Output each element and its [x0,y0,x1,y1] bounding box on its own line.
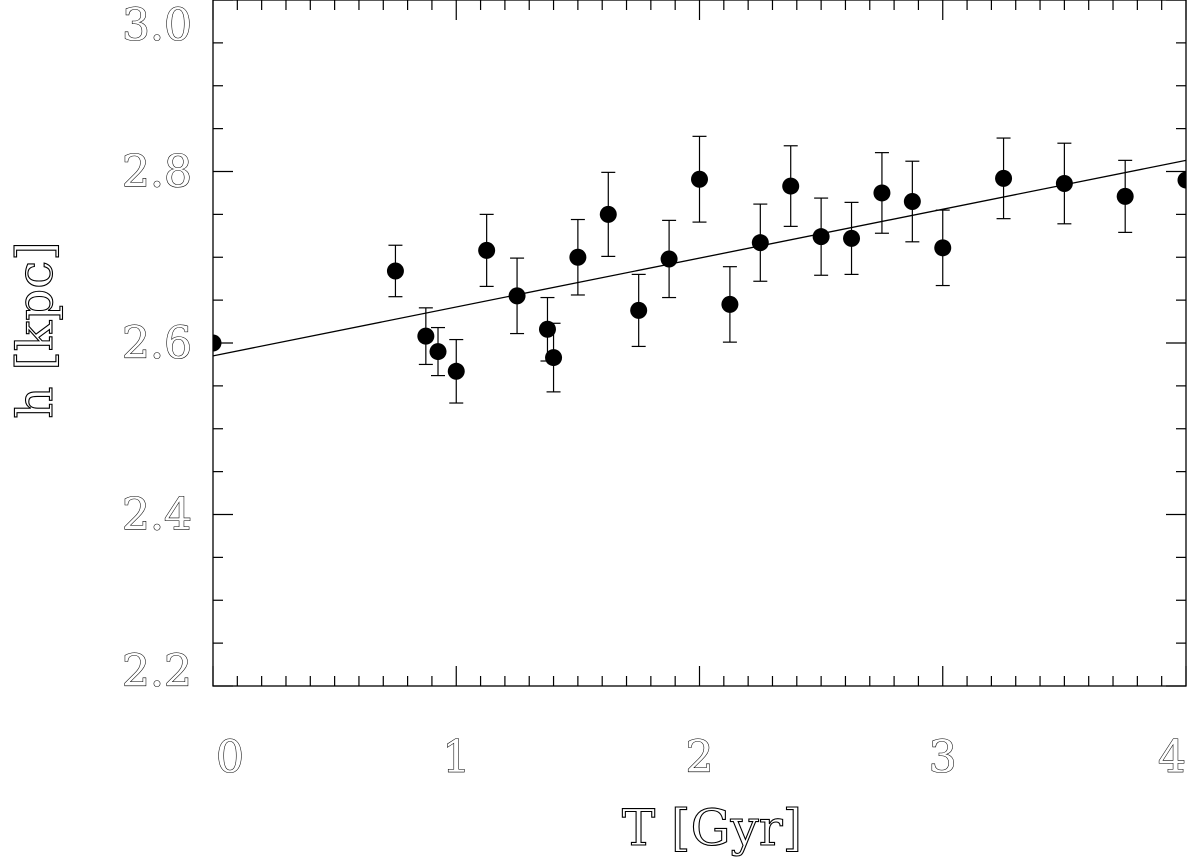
y-tick-label: 2.8 [122,147,192,198]
data-point [599,205,617,223]
data-point [812,228,830,246]
x-tick-label: 3 [929,732,957,783]
data-point [386,262,404,280]
y-tick-label: 2.4 [122,490,192,541]
data-point [873,184,891,202]
data-point [478,241,496,259]
data-point [751,234,769,252]
major-ticks [212,0,1187,687]
x-tick-label: 2 [686,732,714,783]
plot-frame [212,0,1187,687]
data-point [995,169,1013,187]
data-point [903,193,921,211]
fit-line-layer [213,159,1186,357]
data-point [660,250,678,268]
y-tick-label: 2.6 [122,318,192,369]
data-point [508,287,526,305]
x-axis-label: T [Gyr] [622,799,802,857]
errorbars [388,135,1133,404]
data-point [1116,187,1134,205]
data-points [213,169,1186,380]
x-tick-label: 1 [442,732,470,783]
y-tick-labels: 2.2 2.4 2.6 2.8 3.0 [121,0,192,698]
x-tick-label: 4 [1158,732,1186,783]
minor-ticks [213,0,1186,686]
x-tick-label: 0 [216,732,244,783]
data-point [429,343,447,361]
data-point [691,170,708,188]
y-axis-label: h [kpc] [6,241,64,418]
data-point [721,295,739,313]
data-point [545,349,563,367]
data-point [934,239,952,257]
y-tick-label: 3.0 [122,0,192,51]
data-point [417,327,435,345]
data-point [213,334,222,352]
data-point [447,362,465,380]
data-point [782,177,800,195]
data-point [1177,171,1186,189]
data-point [538,320,556,338]
data-point [569,248,587,266]
data-point [630,301,648,319]
y-tick-label: 2.2 [122,646,192,697]
x-tick-labels: 0 1 2 3 4 [215,731,1186,783]
fit-line [213,159,1186,357]
data-point [1055,175,1073,193]
data-point [843,229,861,247]
